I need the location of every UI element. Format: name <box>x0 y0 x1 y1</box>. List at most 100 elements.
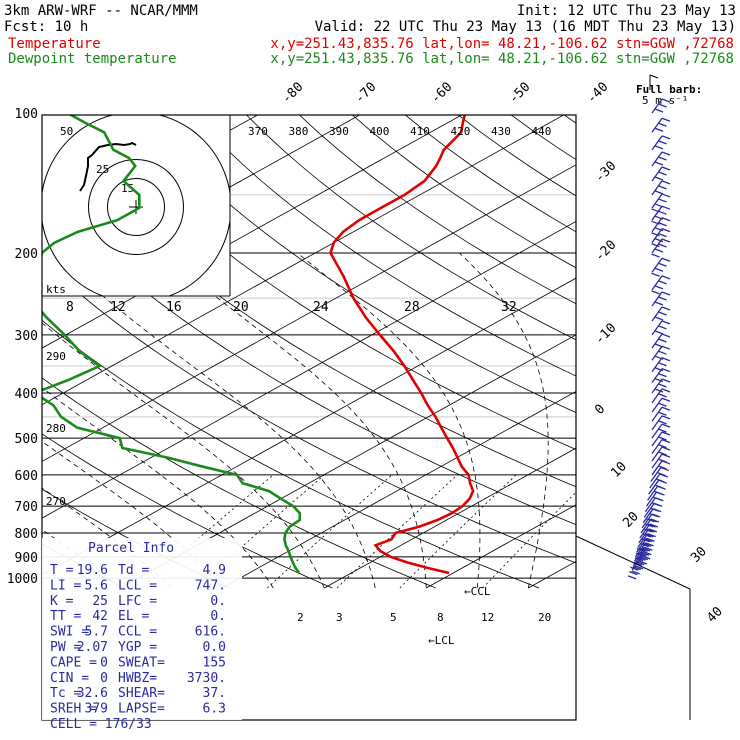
dry-adiabat <box>563 115 576 124</box>
wind-barb-staff <box>651 368 663 384</box>
pressure-tick-label: 300 <box>15 329 38 344</box>
init-time: Init: 12 UTC Thu 23 May 13 <box>517 3 736 19</box>
parcel-value: 2.07 <box>77 640 108 655</box>
parcel-label: Tc = <box>50 686 81 701</box>
wind-barb <box>651 357 671 373</box>
hodograph-ring-15 <box>107 178 165 236</box>
wind-barb-flag <box>654 161 664 166</box>
wind-barb-flag <box>661 446 671 451</box>
dry-adiabat <box>245 115 576 341</box>
isotherm-label: -70 <box>352 80 379 107</box>
wind-barb-staff <box>648 479 660 495</box>
wind-barb-flag <box>654 127 664 132</box>
parcel-value: 5.6 <box>85 578 108 593</box>
dry-adiabat <box>42 433 333 589</box>
wind-barb <box>651 217 671 237</box>
parcel-cell: CELL = 176/33 <box>50 717 152 732</box>
wind-barb <box>650 466 670 482</box>
pressure-tick-label: 200 <box>15 247 38 262</box>
parcel-value: 616. <box>195 625 226 640</box>
wind-barb-flag <box>661 180 671 185</box>
theta-label: 270 <box>46 495 66 508</box>
wind-barb-flag <box>651 232 660 237</box>
parcel-info-background <box>42 538 242 720</box>
pressure-tick-label: 900 <box>15 551 38 566</box>
wind-barb-staff <box>647 485 659 501</box>
wind-barb-flag <box>661 345 671 350</box>
wind-barb-flag <box>645 533 654 538</box>
wind-barb <box>639 523 659 539</box>
mixing-ratio-label: 5 <box>390 611 397 624</box>
parcel-value: 155 <box>203 655 226 670</box>
wind-barb <box>651 180 671 196</box>
wind-barb-flag <box>637 556 646 561</box>
wind-barb-flag <box>661 320 671 325</box>
wind-barb-flag <box>651 220 660 225</box>
moist-adiabat <box>162 252 427 589</box>
wind-barb-flag <box>651 253 660 258</box>
wind-barb-flag <box>661 205 671 210</box>
wind-barb-flag <box>654 145 664 150</box>
wind-barb-flag <box>654 388 664 393</box>
wind-barb <box>651 333 671 349</box>
wind-barb-staff <box>651 306 663 322</box>
wind-barb-staff <box>644 497 656 513</box>
wind-barb-flag <box>658 465 667 470</box>
wind-barb-flag <box>645 518 655 523</box>
wind-barb-flag <box>654 248 664 253</box>
wind-barb-flag <box>632 566 642 571</box>
parcel-value: 37. <box>203 686 226 701</box>
wind-barb-staff <box>651 205 663 221</box>
wind-barb-flag <box>646 537 655 542</box>
wind-barb-flag <box>661 291 671 296</box>
model-title: 3km ARW-WRF -- NCAR/MMM <box>4 3 198 19</box>
wind-barb-staff <box>651 357 663 373</box>
wind-barb-staff <box>651 275 663 291</box>
wind-barb-staff <box>639 523 651 539</box>
wind-barb-flag <box>658 436 667 441</box>
wind-barb-flag <box>658 451 667 456</box>
wind-barb-flag <box>658 411 667 416</box>
parcel-value: 5.7 <box>85 625 108 640</box>
wind-barb-flag <box>643 538 653 543</box>
wind-barb-staff <box>651 423 663 439</box>
dry-adiabat <box>42 195 576 526</box>
wind-barb <box>651 306 671 322</box>
wind-barb-flag <box>635 552 645 557</box>
theta-label: 280 <box>46 422 66 435</box>
wind-barb-flag <box>658 373 667 378</box>
secondary-axis-label: 8 <box>66 300 74 315</box>
hodograph-trace <box>79 141 137 192</box>
isotherm-label: -20 <box>592 238 619 265</box>
wind-profile <box>575 74 691 720</box>
parcel-label: YGP = <box>118 640 157 655</box>
wind-barb-flag <box>657 471 666 477</box>
parcel-value: 0. <box>210 594 226 609</box>
mixing-ratio-label: 3 <box>336 611 343 624</box>
parcel-label: LI = <box>50 578 81 593</box>
wind-barb-flag <box>661 217 671 222</box>
isotherm <box>222 390 576 589</box>
wind-barb-flag <box>634 557 644 562</box>
dry-adiabat <box>193 115 576 377</box>
valid-time: Valid: 22 UTC Thu 23 May 13 (16 MDT Thu … <box>315 19 736 35</box>
secondary-axis-label: 28 <box>404 300 420 315</box>
wind-barb-flag <box>654 203 664 208</box>
wind-barb <box>651 406 671 422</box>
wind-barb-flag <box>656 478 665 483</box>
temperature-line <box>329 115 475 575</box>
wind-barb-flag <box>658 458 667 463</box>
wind-barb-flag <box>661 368 671 373</box>
isotherm-label: 30 <box>688 544 710 566</box>
wind-barb <box>651 98 671 114</box>
wind-barb <box>651 135 671 151</box>
parcel-label: PW = <box>50 640 81 655</box>
wind-barb <box>651 166 671 182</box>
plot-frame <box>41 114 577 721</box>
wind-barb-flag <box>661 431 671 436</box>
wind-barb-staff <box>651 439 663 455</box>
theta-label: 380 <box>289 125 309 138</box>
wind-barb-staff <box>651 460 663 476</box>
mixing-ratio-label: 20 <box>538 611 551 624</box>
